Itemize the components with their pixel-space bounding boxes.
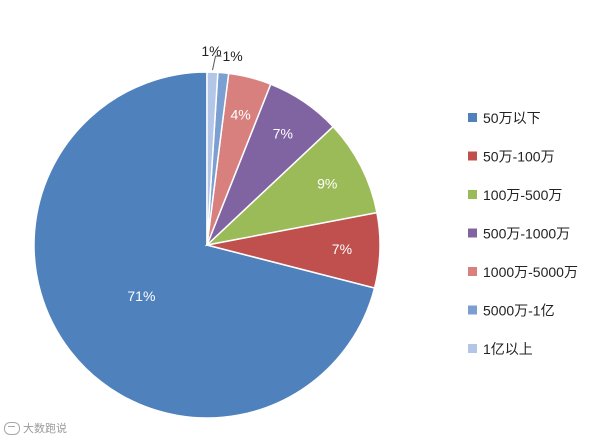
watermark-text: 大数跑说: [23, 422, 67, 435]
watermark: 大数跑说: [4, 420, 67, 436]
legend: 50万以下 50万-100万 100万-500万 500万-1000万 1000万-50…: [468, 110, 578, 357]
legend-label: 1亿以上: [483, 341, 533, 357]
slice-label: 1%: [223, 48, 243, 64]
legend-swatch: [468, 305, 477, 315]
watermark-logo-icon: [4, 421, 20, 435]
legend-swatch: [468, 228, 477, 238]
legend-swatch: [468, 267, 477, 276]
slice-label: 7%: [332, 241, 352, 257]
pie-slices: [33, 71, 381, 419]
slice-label: 1%: [201, 43, 221, 59]
pie-slice: [33, 71, 376, 419]
legend-swatch: [468, 344, 477, 353]
legend-label: 1000万-5000万: [483, 264, 578, 280]
slice-labels: 71% 7% 9% 7% 4% 1% 1%: [127, 43, 352, 304]
legend-swatch: [468, 113, 477, 122]
slice-label: 7%: [273, 125, 293, 141]
pie-slice: [204, 125, 378, 247]
slice-label: 71%: [127, 288, 155, 304]
pie-slice: [206, 71, 219, 246]
legend-label: 500万-1000万: [483, 226, 570, 242]
legend-swatch: [468, 190, 477, 199]
slice-label: 9%: [317, 176, 337, 192]
legend-label: 100万-500万: [483, 187, 562, 203]
leader-line: [212, 55, 222, 71]
legend-label: 50万以下: [483, 110, 541, 126]
legend-label: 50万-100万: [483, 149, 555, 165]
legend-swatch: [468, 151, 477, 161]
legend-label: 5000万-1亿: [483, 303, 555, 319]
slice-label: 4%: [230, 106, 250, 122]
